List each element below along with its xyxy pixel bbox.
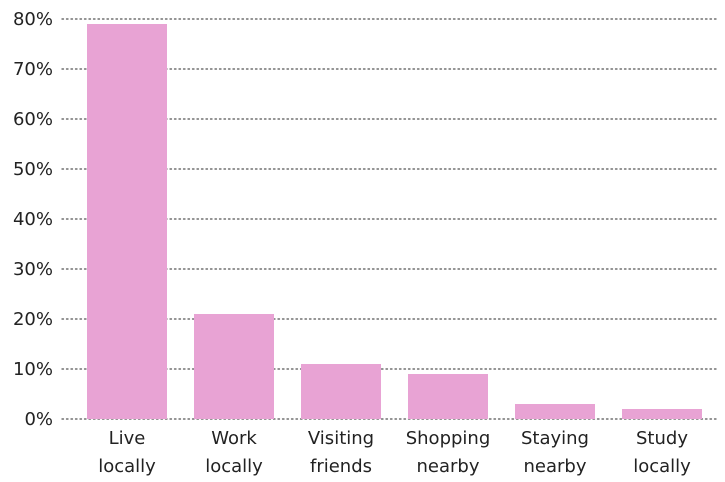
- x-category-label-2: Visiting friends: [308, 428, 374, 477]
- bar-4: [515, 404, 595, 419]
- y-tick-label-10: 10%: [13, 359, 53, 380]
- y-tick-label-30: 30%: [13, 259, 53, 280]
- bar-1: [194, 314, 274, 419]
- x-axis-labels: Live locally Work locally Visiting friends Sho…: [98, 428, 691, 477]
- x-category-label-0: Live locally: [98, 428, 156, 477]
- x-category-label-3: Shopping nearby: [406, 428, 491, 477]
- bars: [87, 24, 702, 419]
- bar-5: [622, 409, 702, 419]
- bar-2: [301, 364, 381, 419]
- y-tick-label-70: 70%: [13, 59, 53, 80]
- x-category-label-1: Work locally: [205, 428, 263, 477]
- y-tick-label-60: 60%: [13, 109, 53, 130]
- x-category-label-5: Study locally: [633, 428, 691, 477]
- y-tick-label-40: 40%: [13, 209, 53, 230]
- y-tick-label-50: 50%: [13, 159, 53, 180]
- y-tick-label-80: 80%: [13, 9, 53, 30]
- gridlines: [61, 18, 719, 420]
- y-axis-ticks: 0% 10% 20% 30% 40% 50% 60% 70% 80%: [13, 9, 53, 430]
- bar-3: [408, 374, 488, 419]
- x-category-label-4: Staying nearby: [521, 428, 589, 477]
- bar-0: [87, 24, 167, 419]
- y-tick-label-0: 0%: [24, 409, 53, 430]
- y-tick-label-20: 20%: [13, 309, 53, 330]
